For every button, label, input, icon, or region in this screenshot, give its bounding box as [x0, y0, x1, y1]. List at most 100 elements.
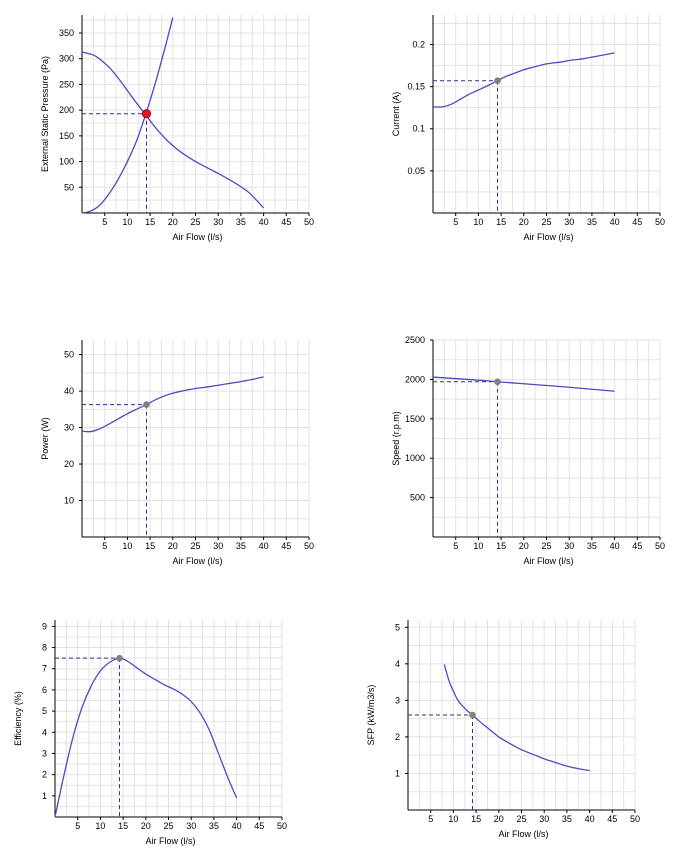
series-line-fan-curve: [81, 51, 265, 209]
x-tick-label: 40: [610, 541, 620, 551]
y-tick-label: 40: [64, 386, 74, 396]
y-tick-label: 20: [64, 459, 74, 469]
x-tick-label: 50: [655, 541, 665, 551]
x-tick-label: 20: [168, 217, 178, 227]
x-tick-label: 50: [655, 217, 665, 227]
chart-current: 5 10 15 20 25 30 35 40 45 50 0.05 0.1 0.15 0.2 Air Flo…: [391, 15, 665, 242]
y-tick-label: 100: [59, 157, 74, 167]
x-tick-label: 15: [471, 814, 481, 824]
x-axis-label: Air Flow (l/s): [524, 232, 574, 242]
x-tick-label: 5: [102, 541, 107, 551]
grid: [81, 340, 310, 538]
series-line: [54, 657, 238, 818]
x-axis-label: Air Flow (l/s): [499, 829, 549, 839]
x-tick-label: 30: [213, 217, 223, 227]
series-line: [81, 376, 264, 433]
x-tick-label: 40: [610, 217, 620, 227]
operating-point-marker[interactable]: [494, 77, 501, 85]
y-tick-label: 1: [395, 768, 400, 778]
y-tick-label: 5: [395, 622, 400, 632]
x-tick-label: 10: [122, 217, 132, 227]
y-tick-label: 9: [42, 621, 47, 631]
x-tick-label: 25: [541, 541, 551, 551]
y-tick-label: 30: [64, 423, 74, 433]
operating-point-marker[interactable]: [143, 401, 150, 408]
y-tick-label: 50: [64, 350, 74, 360]
x-axis-label: Air Flow (l/s): [146, 836, 196, 846]
chart-speed: 5 10 15 20 25 30 35 40 45 50 500 1000 1500 2000 2500 Ai…: [391, 335, 665, 566]
y-tick-label: 300: [59, 54, 74, 64]
y-tick-label: 0.1: [412, 124, 425, 134]
y-tick-label: 2: [395, 732, 400, 742]
operating-point-marker[interactable]: [116, 654, 123, 662]
x-tick-label: 50: [304, 541, 314, 551]
x-tick-label: 5: [453, 217, 458, 227]
x-tick-label: 30: [213, 541, 223, 551]
x-tick-label: 35: [587, 217, 597, 227]
x-tick-label: 10: [473, 217, 483, 227]
x-tick-label: 45: [281, 217, 291, 227]
x-tick-label: 5: [75, 821, 80, 831]
y-tick-label: 4: [42, 727, 47, 737]
y-tick-label: 2500: [405, 335, 425, 345]
operating-point-marker[interactable]: [141, 109, 152, 119]
x-tick-label: 40: [259, 217, 269, 227]
x-tick-label: 25: [190, 541, 200, 551]
x-tick-label: 45: [254, 821, 264, 831]
x-tick-label: 50: [630, 814, 640, 824]
x-tick-label: 35: [236, 217, 246, 227]
x-tick-label: 10: [448, 814, 458, 824]
x-tick-label: 50: [277, 821, 287, 831]
x-tick-label: 30: [186, 821, 196, 831]
x-tick-label: 35: [587, 541, 597, 551]
y-tick-label: 7: [42, 664, 47, 674]
y-tick-label: 2000: [405, 374, 425, 384]
x-tick-label: 5: [428, 814, 433, 824]
x-tick-label: 25: [163, 821, 173, 831]
operating-point-marker[interactable]: [494, 378, 501, 386]
x-tick-label: 25: [190, 217, 200, 227]
y-axis-label: Power (W): [40, 417, 50, 460]
x-tick-label: 20: [141, 821, 151, 831]
x-tick-label: 30: [539, 814, 549, 824]
x-tick-label: 20: [519, 217, 529, 227]
x-tick-label: 15: [496, 541, 506, 551]
y-tick-label: 50: [64, 182, 74, 192]
x-tick-label: 25: [541, 217, 551, 227]
y-tick-label: 4: [395, 659, 400, 669]
x-tick-label: 10: [95, 821, 105, 831]
y-axis-label: Current (A): [391, 92, 401, 137]
x-tick-label: 15: [118, 821, 128, 831]
operating-point-marker[interactable]: [469, 711, 476, 719]
y-tick-label: 5: [42, 706, 47, 716]
x-tick-label: 45: [632, 541, 642, 551]
series-line: [443, 664, 590, 772]
y-tick-label: 500: [410, 493, 425, 503]
y-tick-label: 6: [42, 685, 47, 695]
x-tick-label: 30: [564, 217, 574, 227]
grid: [407, 620, 636, 811]
x-tick-label: 20: [519, 541, 529, 551]
y-tick-label: 3: [395, 695, 400, 705]
x-tick-label: 5: [102, 217, 107, 227]
y-tick-label: 10: [64, 496, 74, 506]
chart-power: 5 10 15 20 25 30 35 40 45 50 10 20 30 40 50 Air Flow (l…: [40, 340, 314, 566]
x-tick-label: 15: [145, 217, 155, 227]
x-axis-label: Air Flow (l/s): [524, 556, 574, 566]
series-line-system-curve: [81, 17, 174, 214]
y-tick-label: 3: [42, 748, 47, 758]
y-axis-label: Speed (r.p.m): [391, 411, 401, 466]
x-tick-label: 25: [516, 814, 526, 824]
y-tick-label: 150: [59, 131, 74, 141]
x-tick-label: 30: [564, 541, 574, 551]
x-tick-label: 45: [632, 217, 642, 227]
y-tick-label: 1500: [405, 414, 425, 424]
x-tick-label: 45: [607, 814, 617, 824]
y-tick-label: 350: [59, 28, 74, 38]
y-axis-label: SFP (kW/m3/s): [366, 685, 376, 746]
x-tick-label: 5: [453, 541, 458, 551]
y-axis-label: Efficiency (%): [13, 691, 23, 746]
